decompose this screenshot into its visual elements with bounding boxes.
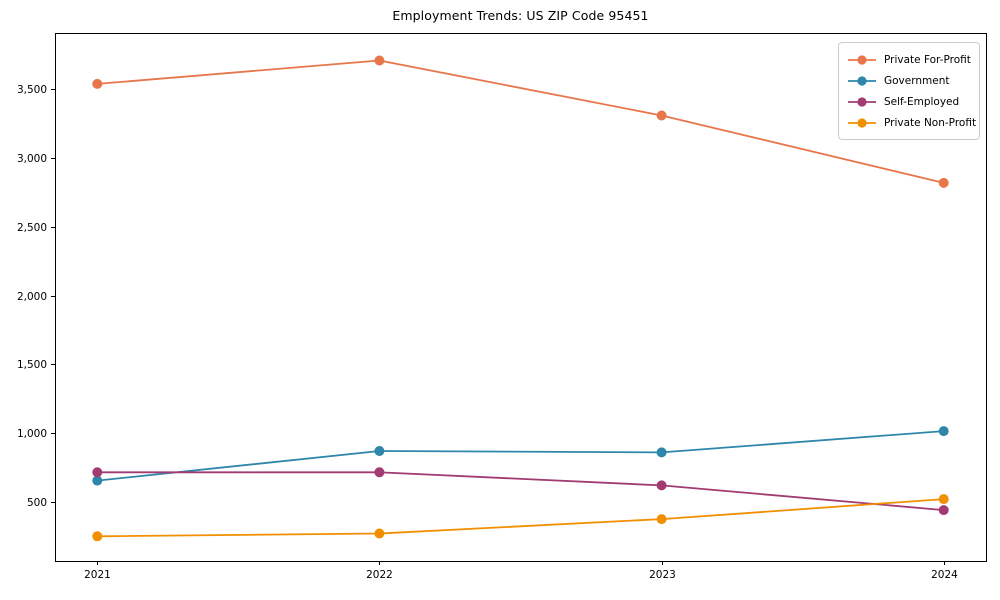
x-tick-label: 2023 <box>649 569 676 581</box>
data-point-private-for-profit <box>656 110 667 121</box>
legend-item-self-employed: Self-Employed <box>847 91 971 112</box>
data-point-private-for-profit <box>374 55 385 66</box>
y-tick-label: 3,000 <box>17 153 47 165</box>
legend-marker-icon <box>848 96 876 107</box>
data-point-self-employed <box>374 467 385 478</box>
data-point-private-for-profit <box>938 177 949 188</box>
legend-label: Self-Employed <box>884 95 960 108</box>
series-line-private-non-profit <box>96 498 945 538</box>
data-point-government <box>938 426 949 437</box>
chart-legend: Private For-Profit Government Self-Employe… <box>838 42 980 140</box>
y-tick-label: 1,000 <box>17 428 47 440</box>
legend-marker-icon <box>848 54 876 65</box>
data-point-private-non-profit <box>92 531 103 542</box>
data-point-government <box>656 447 667 458</box>
axes-box <box>55 33 987 562</box>
x-tick-label: 2021 <box>84 569 111 581</box>
data-point-private-non-profit <box>656 514 667 525</box>
legend-item-government: Government <box>847 70 971 91</box>
y-tick-label: 1,500 <box>17 359 47 371</box>
y-tick-label: 2,500 <box>17 222 47 234</box>
legend-dot <box>857 96 867 107</box>
data-point-private-non-profit <box>938 494 949 505</box>
data-point-self-employed <box>656 480 667 491</box>
legend-dot <box>857 75 867 86</box>
y-tick-label: 3,500 <box>17 84 47 96</box>
y-tick-label: 2,000 <box>17 291 47 303</box>
legend-label: Government <box>884 74 950 87</box>
chart-title: Employment Trends: US ZIP Code 95451 <box>392 8 649 23</box>
data-point-private-for-profit <box>92 78 103 89</box>
legend-dot <box>857 117 867 128</box>
data-point-private-non-profit <box>374 528 385 539</box>
legend-dot <box>857 54 867 65</box>
legend-label: Private For-Profit <box>884 53 971 66</box>
series-line-self-employed <box>96 471 945 512</box>
x-tick-label: 2022 <box>366 569 393 581</box>
y-tick-label: 500 <box>27 497 47 509</box>
legend-marker-icon <box>848 75 876 86</box>
legend-marker-icon <box>848 117 876 128</box>
series-line-government <box>96 430 945 482</box>
legend-label: Private Non-Profit <box>884 116 977 129</box>
x-tick-label: 2024 <box>931 569 958 581</box>
data-point-government <box>374 446 385 456</box>
data-point-self-employed <box>938 505 949 516</box>
data-point-self-employed <box>92 467 103 478</box>
legend-item-private-non-profit: Private Non-Profit <box>847 112 976 133</box>
series-line-private-for-profit <box>96 59 945 184</box>
data-point-government <box>92 475 103 486</box>
legend-item-private-for-profit: Private For-Profit <box>847 49 971 70</box>
